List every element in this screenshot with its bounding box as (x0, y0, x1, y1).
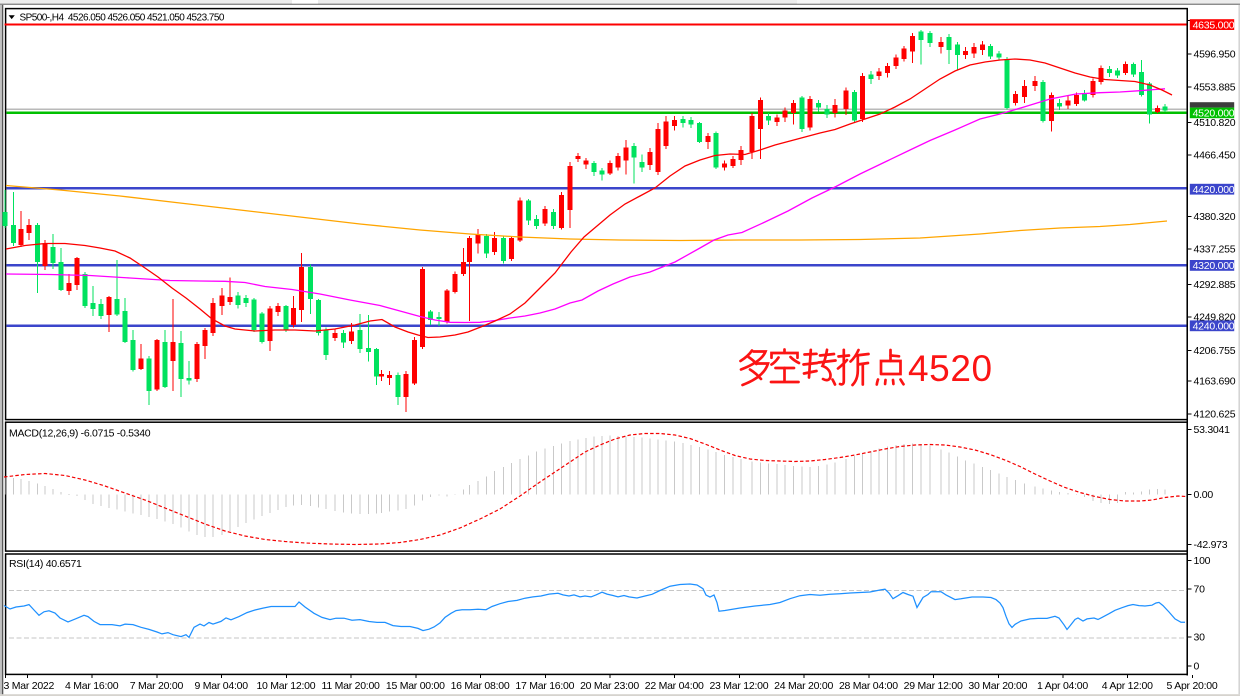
svg-text:100: 100 (1194, 555, 1211, 567)
svg-text:3 Mar 2022: 3 Mar 2022 (4, 680, 55, 692)
svg-text:16 Mar 08:00: 16 Mar 08:00 (451, 680, 510, 692)
svg-text:4466.450: 4466.450 (1194, 150, 1236, 162)
svg-text:4206.755: 4206.755 (1194, 345, 1236, 357)
svg-text:4320.000: 4320.000 (1193, 260, 1235, 272)
svg-text:4 Mar 16:00: 4 Mar 16:00 (65, 680, 119, 692)
svg-text:53.3041: 53.3041 (1194, 424, 1231, 436)
svg-text:30: 30 (1194, 632, 1206, 644)
svg-text:4635.000: 4635.000 (1193, 19, 1235, 31)
svg-text:10 Mar 12:00: 10 Mar 12:00 (256, 680, 315, 692)
svg-text:-42.973: -42.973 (1194, 539, 1228, 551)
svg-text:4163.690: 4163.690 (1194, 376, 1236, 388)
svg-text:4520.000: 4520.000 (1193, 108, 1235, 120)
svg-text:4337.255: 4337.255 (1194, 244, 1236, 256)
svg-text:4292.885: 4292.885 (1194, 279, 1236, 291)
svg-text:20 Mar 23:00: 20 Mar 23:00 (580, 680, 639, 692)
svg-text:4120.625: 4120.625 (1194, 409, 1236, 421)
svg-text:30 Mar 20:00: 30 Mar 20:00 (968, 680, 1027, 692)
svg-text:4510.820: 4510.820 (1194, 117, 1236, 129)
svg-text:4596.950: 4596.950 (1194, 49, 1236, 61)
svg-text:11 Mar 20:00: 11 Mar 20:00 (322, 680, 381, 692)
svg-text:4240.000: 4240.000 (1193, 321, 1235, 333)
svg-text:17 Mar 16:00: 17 Mar 16:00 (515, 680, 574, 692)
svg-text:4520: 4520 (908, 348, 993, 389)
svg-text:24 Mar 20:00: 24 Mar 20:00 (774, 680, 833, 692)
svg-text:9 Mar 04:00: 9 Mar 04:00 (195, 680, 249, 692)
svg-text:0: 0 (1194, 661, 1200, 673)
svg-text:28 Mar 04:00: 28 Mar 04:00 (839, 680, 898, 692)
svg-text:70: 70 (1194, 584, 1206, 596)
svg-text:MACD(12,26,9) -6.0715 -0.5340: MACD(12,26,9) -6.0715 -0.5340 (9, 427, 151, 439)
svg-text:RSI(14) 40.6571: RSI(14) 40.6571 (9, 558, 82, 570)
svg-text:22 Mar 04:00: 22 Mar 04:00 (645, 680, 704, 692)
svg-text:0.00: 0.00 (1194, 489, 1214, 501)
svg-text:4553.885: 4553.885 (1194, 82, 1236, 94)
svg-text:1 Apr 04:00: 1 Apr 04:00 (1037, 680, 1088, 692)
svg-text:5 Apr 20:00: 5 Apr 20:00 (1167, 680, 1218, 692)
svg-text:SP500-,H4 4526.050 4526.050 4: SP500-,H4 4526.050 4526.050 4521.050 452… (20, 12, 225, 23)
svg-text:15 Mar 00:00: 15 Mar 00:00 (386, 680, 445, 692)
svg-text:29 Mar 12:00: 29 Mar 12:00 (904, 680, 963, 692)
svg-text:4420.000: 4420.000 (1193, 184, 1235, 196)
svg-text:4380.320: 4380.320 (1194, 211, 1236, 223)
svg-text:7 Mar 20:00: 7 Mar 20:00 (130, 680, 184, 692)
svg-text:4 Apr 12:00: 4 Apr 12:00 (1102, 680, 1153, 692)
svg-text:23 Mar 12:00: 23 Mar 12:00 (709, 680, 768, 692)
